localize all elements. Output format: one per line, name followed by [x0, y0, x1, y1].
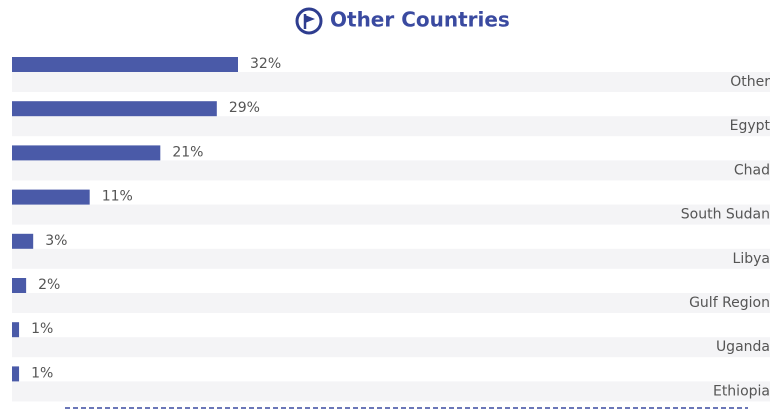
category-label: Uganda	[716, 339, 770, 355]
bar	[12, 233, 34, 249]
value-label: 1%	[31, 365, 53, 381]
title-icon	[295, 7, 323, 35]
row-band	[12, 72, 770, 92]
row-band	[12, 293, 770, 313]
value-label: 1%	[31, 321, 53, 337]
value-label: 3%	[45, 233, 67, 249]
bar	[12, 322, 20, 338]
category-label: Chad	[734, 162, 770, 178]
bar	[12, 278, 27, 293]
value-label: 11%	[102, 189, 133, 205]
category-label: Gulf Region	[689, 295, 770, 311]
category-label: Libya	[733, 251, 770, 267]
value-label: 2%	[38, 277, 60, 293]
category-label: South Sudan	[681, 207, 770, 223]
chart-title: Other Countries	[330, 8, 510, 32]
category-label: Other	[730, 74, 770, 90]
bar	[12, 57, 238, 72]
category-label: Egypt	[730, 118, 771, 134]
row-band	[12, 116, 770, 137]
row-band	[12, 204, 770, 225]
bar	[12, 366, 20, 382]
row-band	[12, 160, 770, 181]
bar	[12, 189, 90, 205]
row-band	[12, 248, 770, 269]
category-label: Ethiopia	[713, 383, 770, 399]
bar	[12, 145, 161, 161]
row-band	[12, 381, 770, 402]
value-label: 29%	[229, 100, 260, 116]
value-label: 21%	[172, 144, 203, 160]
bar	[12, 101, 217, 117]
value-label: 32%	[250, 56, 281, 72]
row-band	[12, 337, 770, 358]
